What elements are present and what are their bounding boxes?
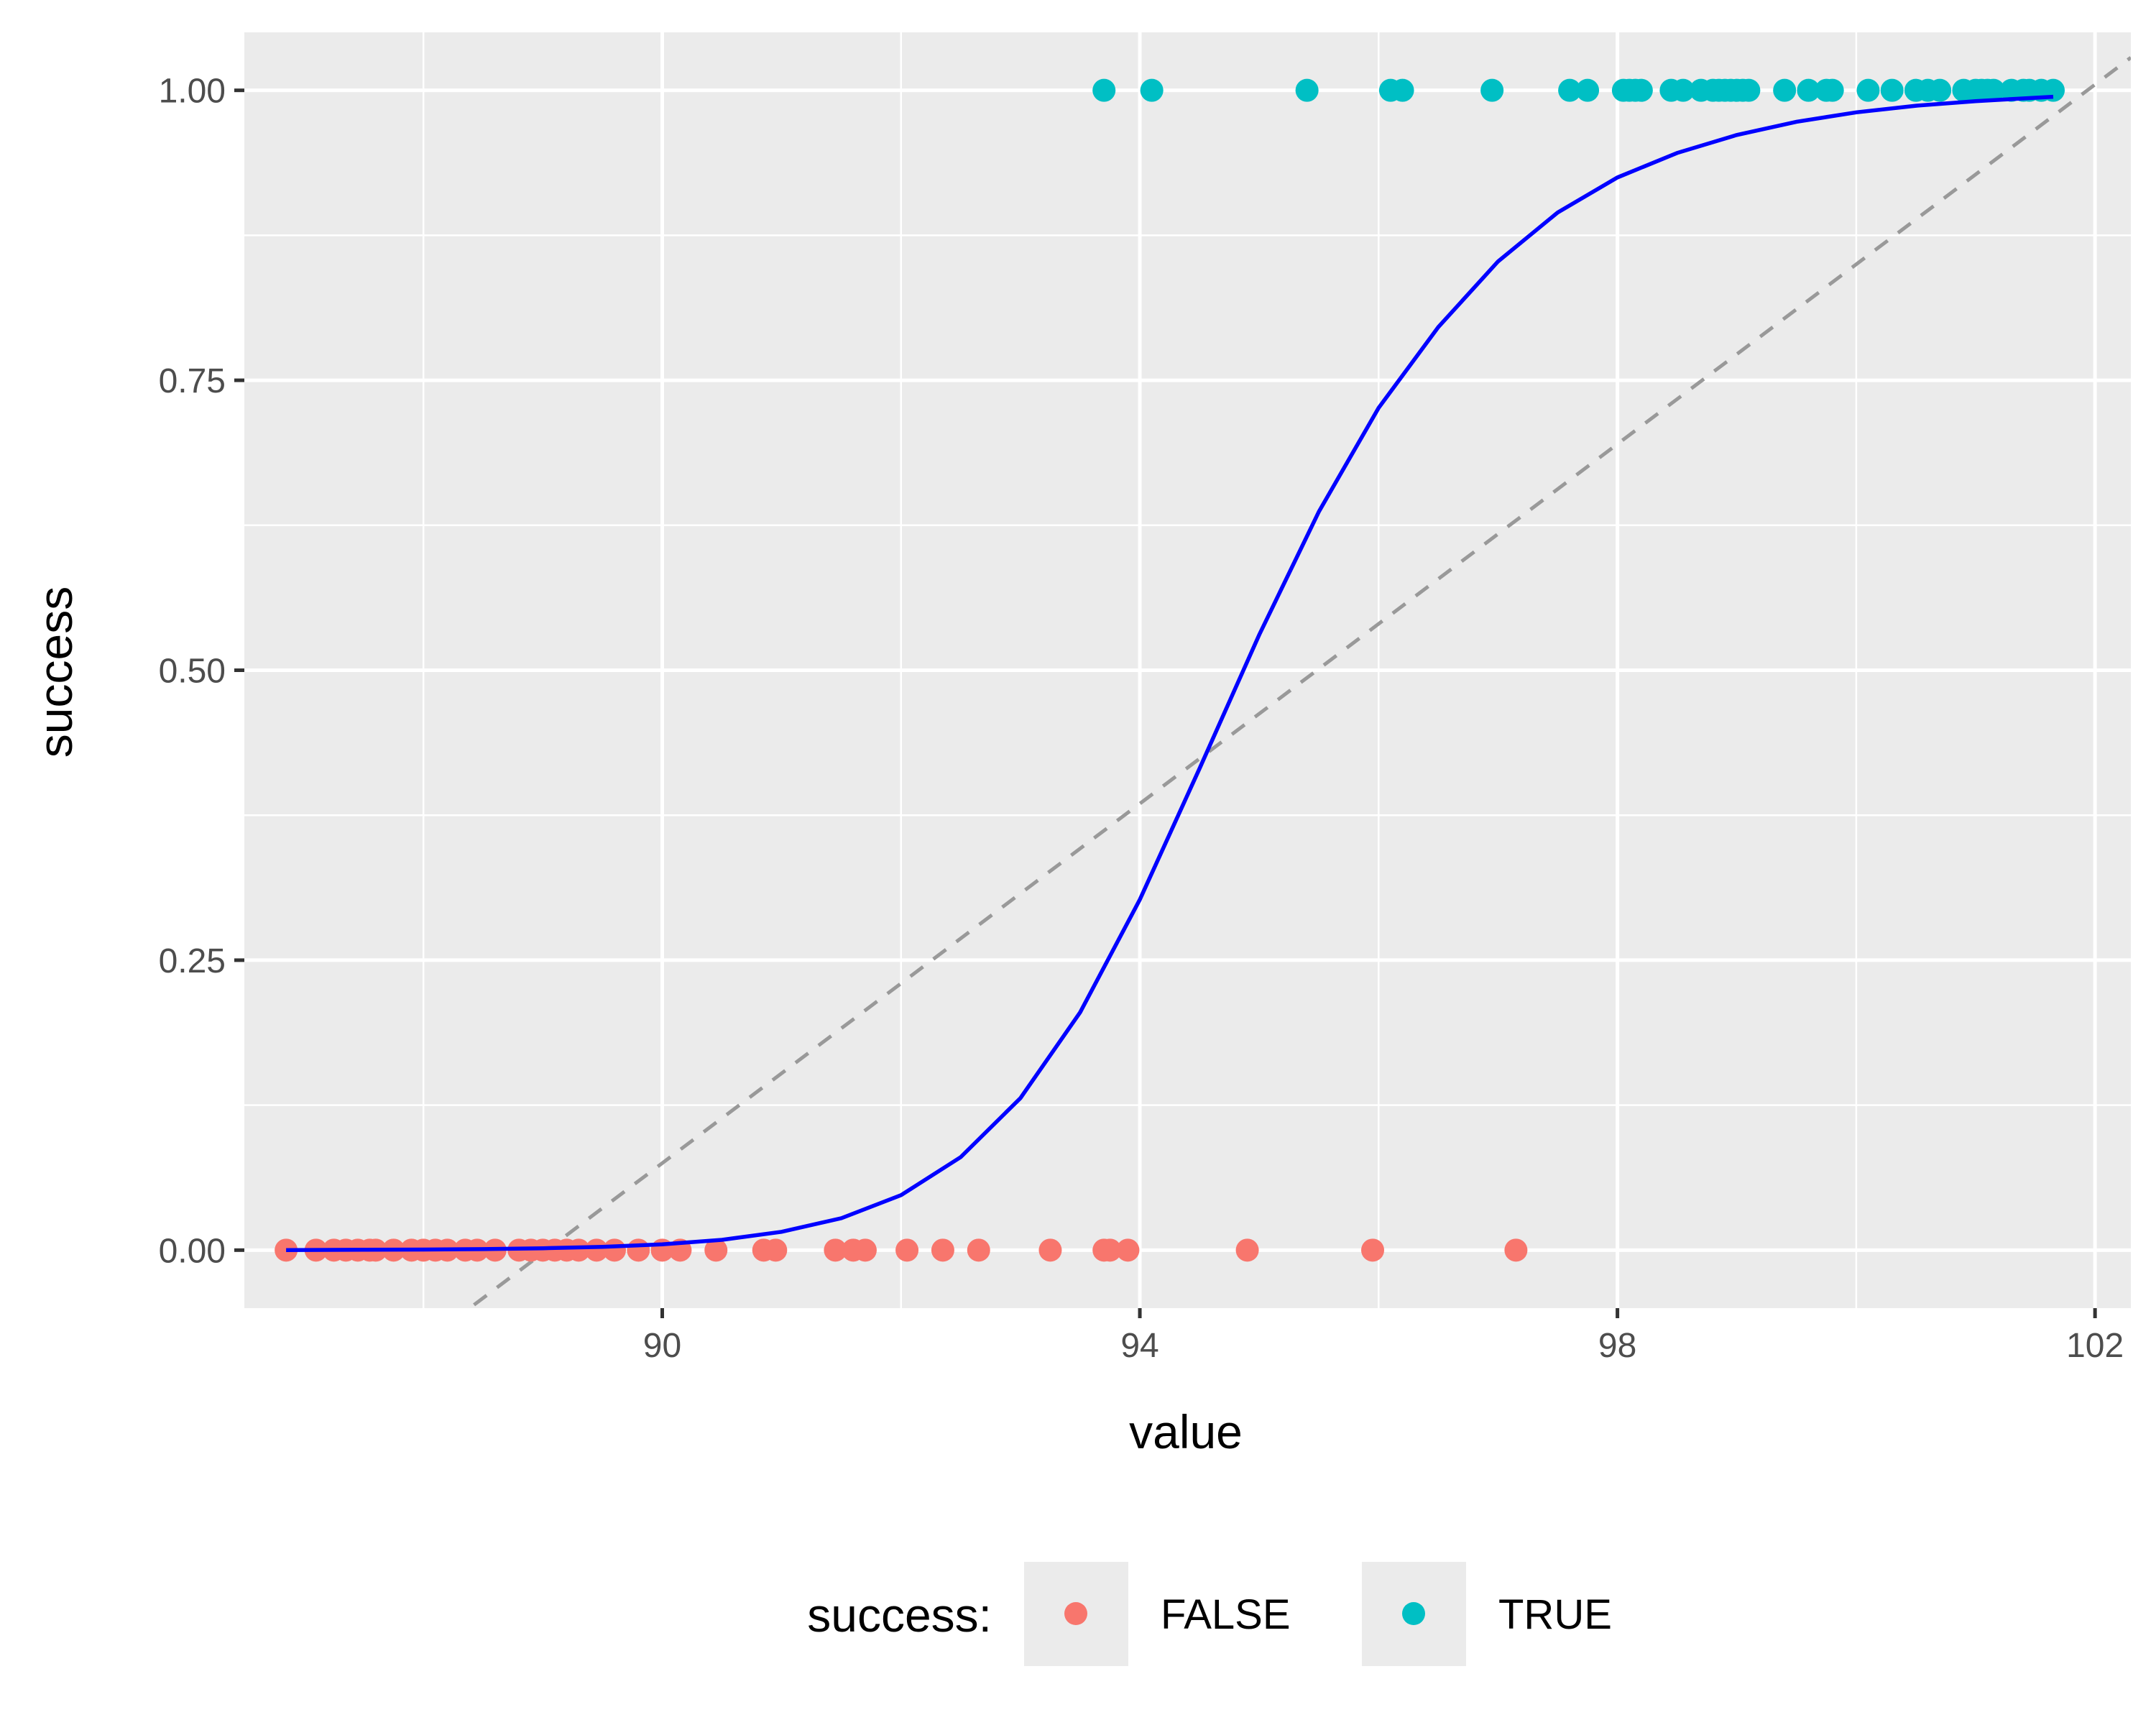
point-true [1092, 78, 1116, 102]
point-false [1235, 1238, 1259, 1262]
y-axis: 0.00 0.25 0.50 0.75 1.00 [159, 73, 244, 1270]
point-true [1671, 78, 1695, 102]
point-true [1576, 78, 1600, 102]
fitted-logistic-curve [286, 94, 2054, 1252]
point-true [1480, 78, 1504, 102]
x-tick-label: 102 [2066, 1327, 2124, 1365]
point-true [1391, 78, 1414, 102]
legend-key-true [1402, 1602, 1425, 1625]
x-tick-label: 98 [1598, 1327, 1636, 1365]
point-false [1361, 1238, 1385, 1262]
point-true [1928, 78, 1952, 102]
fitted-curve-group [286, 94, 2054, 1252]
x-tick-label: 94 [1120, 1327, 1158, 1365]
point-false [567, 1238, 591, 1262]
legend-label-false: FALSE [1161, 1591, 1291, 1638]
point-false [603, 1238, 627, 1262]
point-true [1880, 78, 1904, 102]
data-points [275, 78, 2065, 1262]
legend-label-true: TRUE [1498, 1591, 1612, 1638]
point-true [1981, 78, 2005, 102]
legend-key-false [1064, 1602, 1087, 1625]
legend: success: FALSE TRUE [807, 1562, 1612, 1666]
y-tick-label: 0.25 [159, 942, 226, 980]
point-false [853, 1238, 877, 1262]
point-false [1116, 1238, 1140, 1262]
y-tick-label: 0.75 [159, 362, 226, 400]
legend-title: success: [807, 1588, 992, 1642]
point-false [585, 1238, 609, 1262]
point-false [895, 1238, 919, 1262]
y-tick-label: 1.00 [159, 73, 226, 111]
point-false [931, 1238, 954, 1262]
reference-dashed-line [466, 56, 2131, 1308]
point-true [1820, 78, 1844, 102]
major-gridlines [244, 32, 2131, 1308]
x-axis: 90 94 98 102 [643, 1308, 2124, 1365]
y-axis-title: success [29, 586, 82, 758]
point-true [1295, 78, 1319, 102]
x-axis-title: value [1129, 1405, 1243, 1458]
y-tick-label: 0.50 [159, 653, 226, 691]
point-false [824, 1238, 847, 1262]
point-true [1558, 78, 1582, 102]
point-false [967, 1238, 990, 1262]
point-false [704, 1238, 728, 1262]
point-true [1856, 78, 1880, 102]
point-true [1629, 78, 1653, 102]
point-false [1504, 1238, 1528, 1262]
point-false [1098, 1238, 1122, 1262]
point-false [1038, 1238, 1062, 1262]
point-true [1773, 78, 1797, 102]
reference-line-group [466, 56, 2131, 1308]
x-tick-label: 90 [643, 1327, 681, 1365]
point-true [1737, 78, 1761, 102]
y-tick-label: 0.00 [159, 1232, 226, 1270]
point-true [1140, 78, 1164, 102]
point-false [627, 1238, 650, 1262]
point-true [1797, 78, 1820, 102]
point-false [764, 1238, 788, 1262]
